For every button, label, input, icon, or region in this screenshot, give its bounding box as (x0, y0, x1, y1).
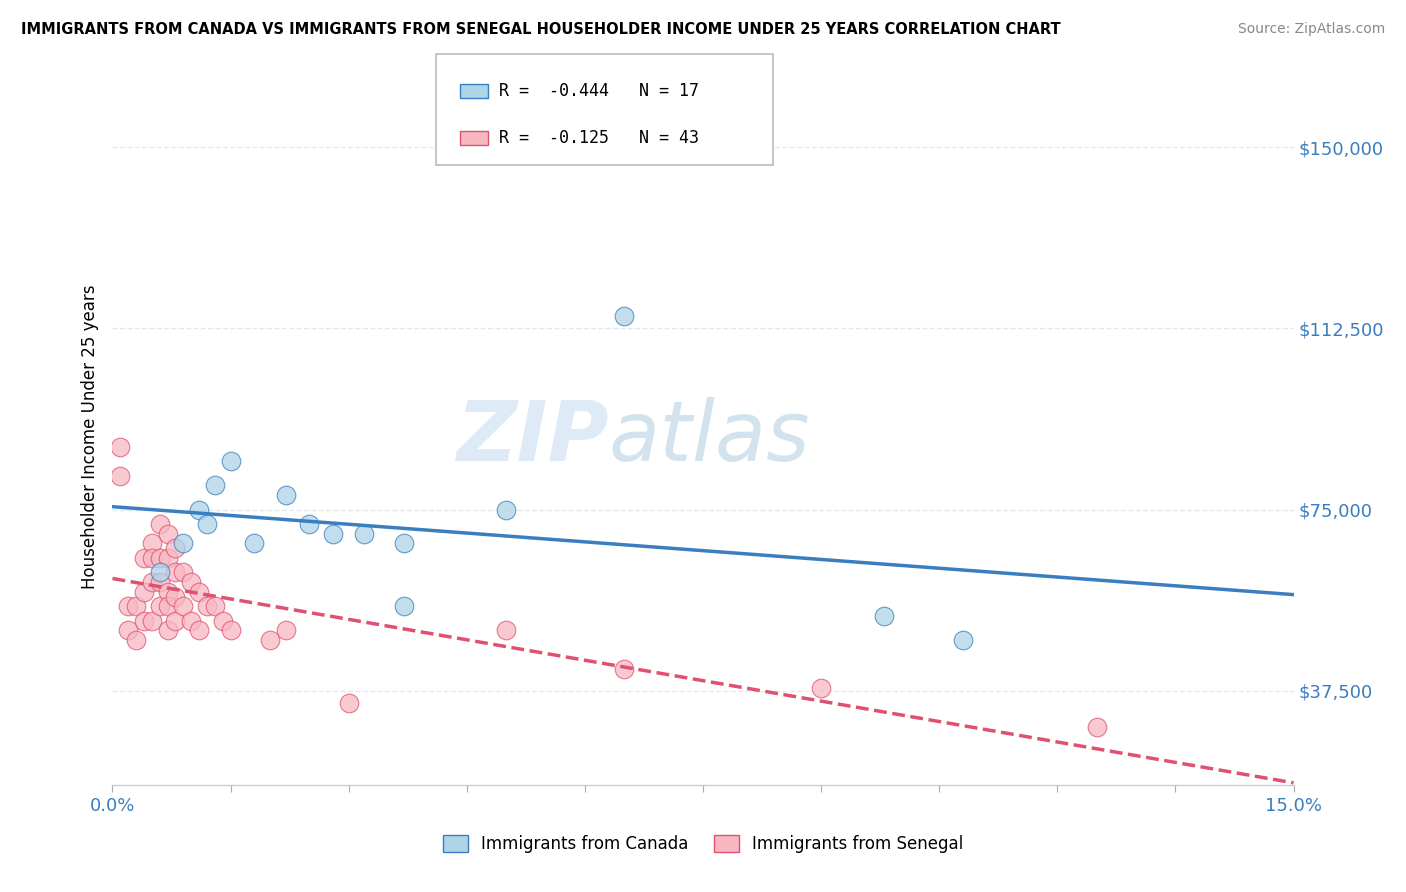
Point (392, 599, 415, 614)
Point (495, 624, 517, 638)
Point (165, 566, 187, 580)
Point (204, 478, 226, 492)
Point (132, 550, 155, 565)
Text: ZIP: ZIP (456, 397, 609, 477)
Point (172, 566, 194, 580)
Point (141, 550, 163, 565)
Point (952, 633, 974, 648)
Point (165, 614, 187, 628)
Point (117, 624, 139, 638)
Point (195, 599, 218, 614)
Point (243, 536, 266, 550)
Point (165, 590, 187, 604)
Point (204, 599, 226, 614)
Point (149, 550, 172, 565)
Point (117, 599, 139, 614)
Point (495, 502, 517, 516)
Legend: Immigrants from Canada, Immigrants from Senegal: Immigrants from Canada, Immigrants from … (436, 829, 970, 860)
Point (141, 536, 163, 550)
Point (156, 550, 179, 565)
Point (156, 624, 179, 638)
Y-axis label: Householder Income Under 25 years: Householder Income Under 25 years (80, 285, 98, 590)
Point (219, 454, 242, 468)
Point (392, 536, 415, 550)
Point (156, 584, 179, 599)
Point (188, 584, 211, 599)
Text: IMMIGRANTS FROM CANADA VS IMMIGRANTS FROM SENEGAL HOUSEHOLDER INCOME UNDER 25 YE: IMMIGRANTS FROM CANADA VS IMMIGRANTS FRO… (21, 22, 1060, 37)
Point (165, 541, 187, 556)
Point (613, 662, 636, 676)
Point (259, 633, 281, 648)
Point (337, 696, 360, 710)
Text: atlas: atlas (609, 397, 810, 477)
Point (110, 468, 132, 483)
Point (322, 526, 344, 541)
Point (156, 599, 179, 614)
Point (132, 584, 155, 599)
Point (274, 488, 297, 502)
Point (149, 516, 172, 531)
Text: R =  -0.444   N = 17: R = -0.444 N = 17 (499, 82, 699, 100)
Point (125, 633, 148, 648)
Point (156, 526, 179, 541)
Point (132, 614, 155, 628)
Point (298, 516, 321, 531)
Point (353, 526, 375, 541)
Text: Source: ZipAtlas.com: Source: ZipAtlas.com (1237, 22, 1385, 37)
Point (149, 574, 172, 589)
Point (180, 574, 202, 589)
Point (219, 624, 242, 638)
Point (810, 681, 832, 696)
Text: R =  -0.125   N = 43: R = -0.125 N = 43 (499, 129, 699, 147)
Point (141, 614, 163, 628)
Point (110, 440, 132, 454)
Point (149, 599, 172, 614)
Point (613, 310, 636, 324)
Point (180, 614, 202, 628)
Point (141, 574, 163, 589)
Point (188, 502, 211, 516)
Point (1085, 720, 1108, 734)
Point (195, 516, 218, 531)
Point (149, 566, 172, 580)
Point (172, 536, 194, 550)
Point (172, 599, 194, 614)
Point (274, 624, 297, 638)
Point (125, 599, 148, 614)
Point (873, 608, 896, 623)
Point (211, 614, 233, 628)
Point (188, 624, 211, 638)
